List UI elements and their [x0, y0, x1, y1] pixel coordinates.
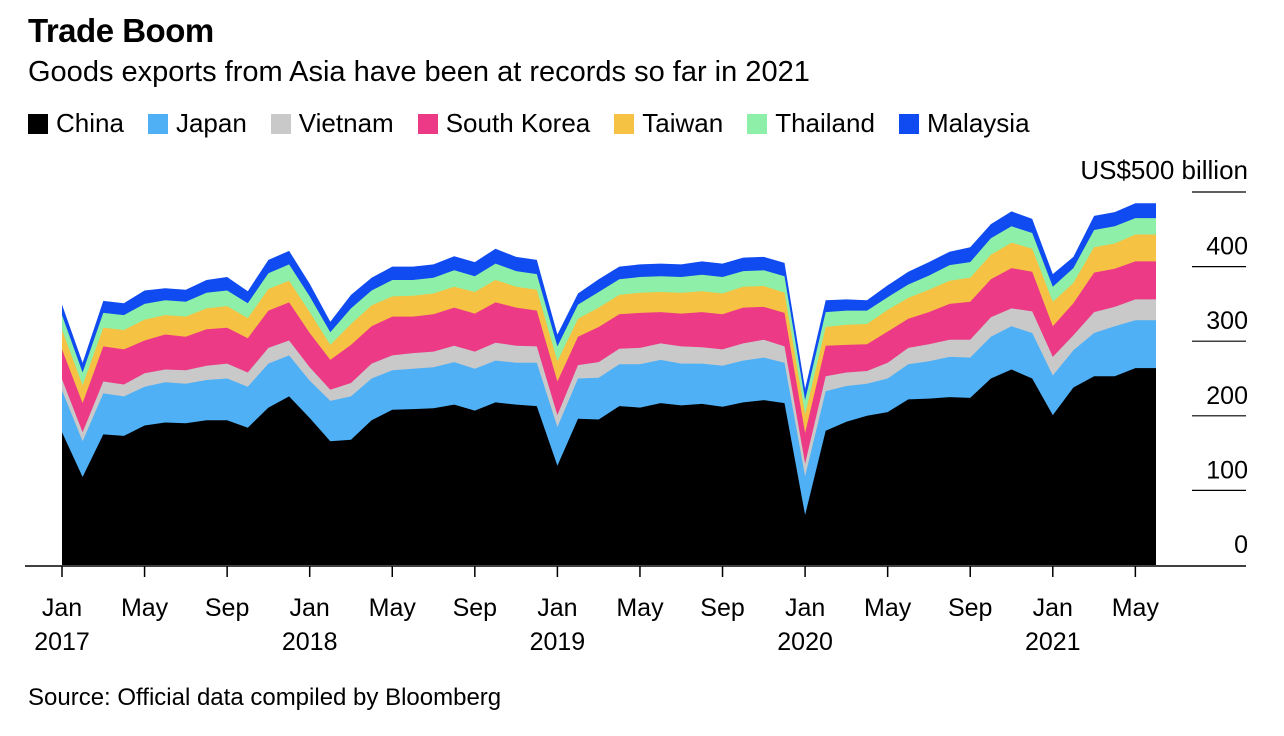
x-tick-label-year: 2020 — [777, 628, 833, 656]
x-tick-label-month: Jan — [785, 594, 825, 622]
legend-swatch — [614, 113, 635, 134]
legend-item-thailand: Thailand — [747, 108, 875, 139]
x-tick-label-month: Jan — [537, 594, 577, 622]
x-tick-label-year: 2021 — [1025, 628, 1081, 656]
x-tick-label-month: Jan — [1033, 594, 1073, 622]
legend-swatch — [147, 113, 168, 134]
area-china — [62, 368, 1156, 565]
legend-item-taiwan: Taiwan — [614, 108, 723, 139]
x-tick-label-month: Sep — [700, 594, 744, 622]
legend-item-vietnam: Vietnam — [270, 108, 394, 139]
legend-swatch — [747, 113, 768, 134]
legend-label: South Korea — [445, 108, 591, 138]
legend-swatch — [417, 113, 438, 134]
x-tick-label-month: May — [121, 594, 169, 622]
legend-swatch — [270, 113, 291, 134]
x-tick-label-month: Sep — [948, 594, 992, 622]
x-tick-label-month: May — [616, 594, 664, 622]
y-tick-label: 100 — [1206, 456, 1248, 484]
legend-item-south-korea: South Korea — [417, 108, 591, 139]
legend-swatch — [28, 113, 48, 134]
legend-swatch — [898, 113, 919, 134]
legend-label: China — [56, 108, 124, 138]
legend-item-china: China — [28, 108, 124, 139]
x-tick-label-year: 2019 — [530, 628, 586, 656]
legend-label: Malaysia — [926, 108, 1030, 138]
chart-subtitle: Goods exports from Asia have been at rec… — [28, 56, 810, 88]
x-tick-label-month: May — [369, 594, 417, 622]
legend-label: Japan — [175, 108, 247, 138]
x-tick-label-month: Sep — [453, 594, 497, 622]
legend-item-japan: Japan — [147, 108, 247, 139]
y-tick-label: 0 — [1234, 531, 1248, 559]
legend: China Japan Vietnam South Korea Taiwan Thaila… — [28, 108, 1054, 139]
legend-label: Taiwan — [642, 108, 724, 138]
y-axis-unit-label: US$500 billion — [1080, 155, 1248, 185]
x-tick-label-month: Sep — [205, 594, 249, 622]
legend-label: Vietnam — [298, 108, 394, 138]
x-tick-label-month: Jan — [290, 594, 330, 622]
y-tick-label: 300 — [1206, 307, 1248, 335]
source-note: Source: Official data compiled by Bloomb… — [28, 684, 502, 711]
x-tick-label-month: May — [1112, 594, 1160, 622]
chart-title: Trade Boom — [28, 12, 214, 49]
y-tick-label: 200 — [1206, 382, 1248, 410]
x-tick-label-year: 2017 — [34, 628, 90, 656]
x-tick-label-year: 2018 — [282, 628, 338, 656]
legend-item-malaysia: Malaysia — [898, 108, 1030, 139]
legend-label: Thailand — [775, 108, 875, 138]
x-tick-label-month: Jan — [42, 594, 82, 622]
x-tick-label-month: May — [864, 594, 912, 622]
y-tick-label: 400 — [1206, 233, 1248, 261]
